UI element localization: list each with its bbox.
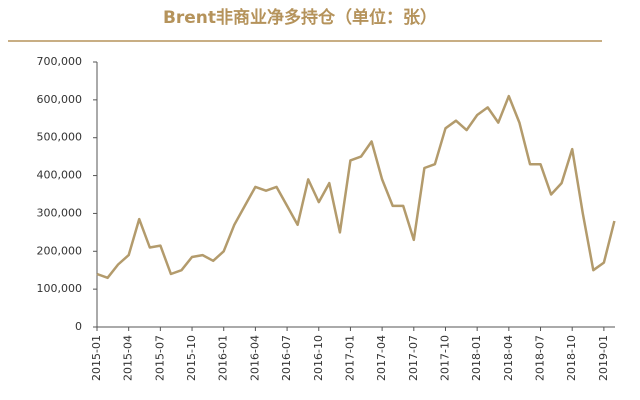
x-tick-label: 2016-01 (217, 335, 230, 381)
x-tick-label: 2018-07 (534, 335, 547, 381)
x-tick-label: 2018-04 (502, 335, 515, 381)
x-tick-label: 2016-10 (312, 335, 325, 381)
y-tick-label: 600,000 (37, 93, 83, 106)
y-tick-label: 300,000 (37, 206, 83, 219)
y-tick-label: 500,000 (37, 131, 83, 144)
x-tick-label: 2016-04 (248, 335, 261, 381)
x-tick-label: 2017-01 (343, 335, 356, 381)
chart-title: Brent非商业净多持仓（单位：张） (163, 7, 437, 28)
x-tick-label: 2018-10 (565, 335, 578, 381)
x-tick-label: 2016-07 (280, 335, 293, 381)
y-tick-label: 200,000 (37, 244, 83, 257)
y-tick-label: 0 (75, 320, 82, 333)
y-tick-label: 100,000 (37, 282, 83, 295)
x-tick-label: 2015-01 (90, 335, 103, 381)
x-tick-label: 2017-04 (375, 335, 388, 381)
x-tick-label: 2015-10 (185, 335, 198, 381)
x-tick-label: 2018-01 (470, 335, 483, 381)
data-line (96, 94, 616, 280)
x-tick-label: 2015-07 (153, 335, 166, 381)
x-tick-label: 2017-07 (407, 335, 420, 381)
x-tick-label: 2019-01 (597, 335, 610, 381)
y-tick-label: 400,000 (37, 169, 83, 182)
y-tick-label: 700,000 (37, 55, 83, 68)
x-tick-label: 2017-10 (438, 335, 451, 381)
x-tick-label: 2015-04 (122, 335, 135, 381)
